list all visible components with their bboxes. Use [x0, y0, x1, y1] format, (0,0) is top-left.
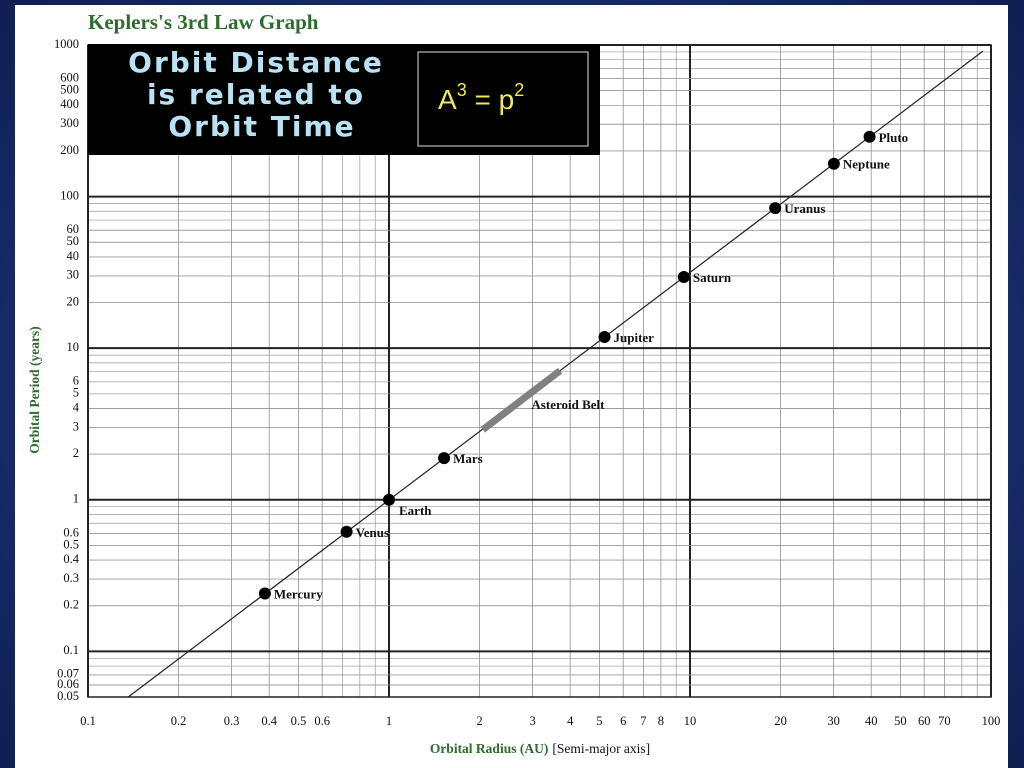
y-tick-label: 0.4 [63, 552, 79, 566]
planet-point [598, 330, 611, 343]
formula-exponent: 3 [457, 80, 467, 100]
x-tick-label: 40 [865, 714, 878, 728]
callout-line: is related to [147, 78, 365, 111]
formula-box [417, 51, 589, 147]
x-axis-title: Orbital Radius (AU) [430, 741, 549, 756]
planet-label: Mercury [274, 586, 323, 601]
x-tick-label: 20 [774, 714, 787, 728]
x-tick-label: 5 [596, 714, 602, 728]
x-tick-label: 100 [982, 714, 1001, 728]
planet-point [769, 202, 782, 215]
planet-label: Jupiter [614, 330, 655, 345]
formula-part: A [438, 84, 457, 115]
y-tick-label: 0.1 [63, 643, 79, 657]
x-tick-label: 1 [386, 714, 392, 728]
belt-label: Asteroid Belt [531, 397, 605, 412]
x-tick-label: 8 [658, 714, 664, 728]
y-tick-label: 400 [60, 97, 79, 111]
x-tick-label: 2 [476, 714, 482, 728]
belt [480, 367, 563, 433]
x-tick-label: 7 [640, 714, 646, 728]
x-tick-label: 0.3 [224, 714, 240, 728]
planet-label: Earth [399, 503, 432, 518]
planet-label: Pluto [879, 130, 909, 145]
y-tick-label: 0.5 [63, 537, 79, 551]
planet-point [827, 157, 840, 170]
y-tick-label: 1000 [54, 37, 79, 51]
y-tick-label: 2 [73, 446, 79, 460]
y-tick-label: 3 [73, 419, 79, 433]
planet-point [340, 525, 353, 538]
formula-part: = p [467, 84, 514, 115]
x-tick-label: 0.6 [314, 714, 330, 728]
x-tick-label: 0.4 [261, 714, 277, 728]
y-tick-label: 300 [60, 116, 79, 130]
y-tick-label: 4 [73, 400, 80, 414]
y-tick-label: 0.07 [57, 667, 79, 681]
formula-exponent: 2 [514, 80, 524, 100]
y-tick-label: 0.06 [57, 677, 79, 691]
x-tick-label: 0.5 [291, 714, 307, 728]
planet-label: Saturn [693, 270, 732, 285]
planet-label: Neptune [843, 157, 890, 172]
x-tick-label: 4 [567, 714, 574, 728]
y-tick-label: 40 [67, 249, 80, 263]
x-axis-label: Orbital Radius (AU) [Semi-major axis] [430, 741, 650, 756]
chart-title: Keplers's 3rd Law Graph [88, 10, 319, 34]
planet-point [383, 493, 395, 506]
planet-point [677, 271, 690, 284]
y-tick-label: 0.05 [57, 689, 79, 703]
y-tick-label: 0.6 [63, 525, 79, 539]
x-axis-note: [Semi-major axis] [552, 741, 650, 756]
y-tick-label: 30 [67, 268, 80, 282]
y-tick-label: 5 [73, 386, 79, 400]
x-tick-label: 10 [684, 714, 697, 728]
planet-point [258, 587, 271, 600]
y-tick-label: 100 [60, 188, 79, 202]
x-tick-label: 60 [918, 714, 931, 728]
formula: A3 = p2 [438, 80, 524, 116]
x-tick-label: 30 [827, 714, 840, 728]
x-tick-label: 70 [938, 714, 951, 728]
x-tick-label: 0.1 [80, 714, 96, 728]
y-tick-label: 6 [73, 374, 79, 388]
callout-box [88, 44, 600, 155]
planet-label: Uranus [784, 201, 825, 216]
y-tick-label: 60 [67, 222, 80, 236]
planet-label: Venus [356, 525, 389, 540]
y-tick-label: 20 [67, 294, 80, 308]
y-tick-label: 500 [60, 83, 79, 97]
y-tick-label: 200 [60, 143, 79, 157]
y-tick-label: 600 [60, 71, 79, 85]
y-tick-label: 0.3 [63, 571, 79, 585]
callout-line: Orbit Time [168, 110, 355, 143]
callout-line: Orbit Distance [128, 46, 384, 79]
planet-point [438, 452, 451, 465]
x-tick-label: 50 [894, 714, 907, 728]
planet-point [863, 130, 876, 143]
x-tick-label: 0.2 [171, 714, 187, 728]
y-tick-label: 0.2 [63, 598, 79, 612]
x-tick-label: 6 [620, 714, 626, 728]
y-tick-label: 50 [67, 234, 80, 248]
y-tick-label: 10 [67, 340, 80, 354]
x-tick-label: 3 [529, 714, 535, 728]
y-tick-label: 1 [73, 492, 79, 506]
planet-label: Mars [453, 451, 483, 466]
y-axis-label: Orbital Period (years) [27, 326, 42, 453]
